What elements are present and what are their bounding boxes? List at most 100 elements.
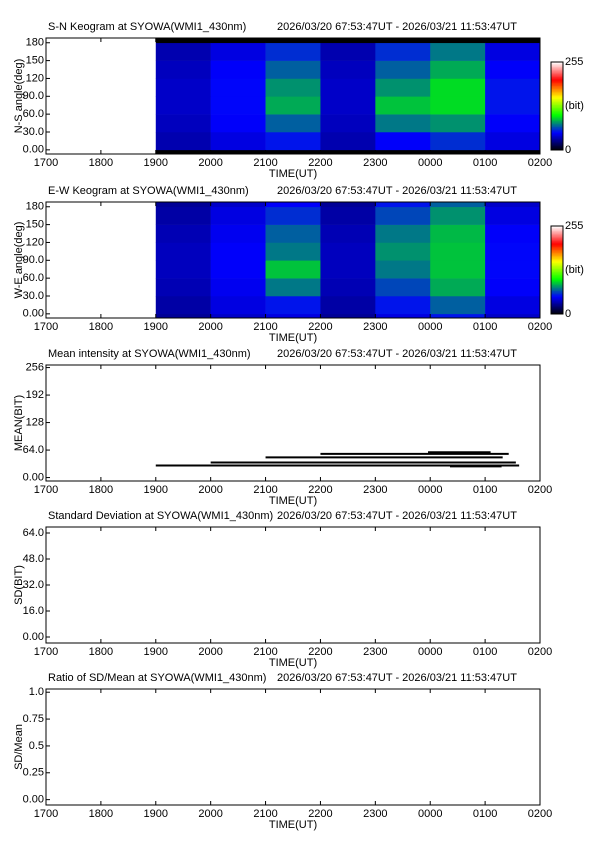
colorbar-step — [551, 101, 563, 104]
colorbar-step — [551, 233, 563, 236]
colorbar-step — [551, 91, 563, 94]
y-tick-label: 0.00 — [23, 144, 44, 156]
colorbar-step — [551, 280, 563, 283]
heatmap-cell — [375, 78, 431, 97]
colorbar-step — [551, 296, 563, 299]
x-tick-label: 2100 — [253, 808, 277, 820]
heatmap-cell — [485, 42, 541, 61]
colorbar-step — [551, 311, 563, 314]
x-tick-label: 2000 — [198, 321, 222, 333]
heatmap-cell — [210, 78, 266, 97]
x-tick-label: 2000 — [198, 808, 222, 820]
heatmap-cell — [320, 206, 376, 225]
x-tick-label: 2000 — [198, 646, 222, 658]
heatmap-cell — [155, 242, 211, 261]
panel-subtitle: 2026/03/20 67:53:47UT - 2026/03/21 11:53… — [277, 348, 517, 360]
colorbar-step — [551, 100, 563, 103]
colorbar-step — [551, 268, 563, 271]
heatmap-cell — [430, 114, 486, 133]
heatmap-cell — [430, 38, 486, 44]
x-tick-label: 1700 — [34, 321, 58, 333]
x-tick-label: 0100 — [473, 646, 497, 658]
colorbar-step — [551, 226, 563, 228]
heatmap-cell — [265, 295, 321, 315]
colorbar-step — [551, 70, 563, 73]
plot-frame — [45, 364, 541, 482]
x-axis-label: TIME(UT) — [269, 495, 317, 507]
panel-subtitle: 2026/03/20 67:53:47UT - 2026/03/21 11:53… — [277, 21, 517, 33]
y-tick-label: 0.5 — [29, 740, 44, 752]
colorbar-step — [551, 113, 563, 116]
x-tick-label: 1700 — [34, 646, 58, 658]
x-tick-label: 0000 — [418, 321, 442, 333]
heatmap-cell — [210, 96, 266, 115]
heatmap-cell — [485, 224, 541, 243]
colorbar-step — [551, 284, 563, 287]
colorbar-step — [551, 75, 563, 78]
x-tick-label: 0000 — [418, 157, 442, 169]
colorbar-step — [551, 85, 563, 88]
x-tick-label: 1900 — [144, 808, 168, 820]
colorbar-step — [551, 144, 563, 147]
heatmap-cell — [155, 206, 211, 225]
colorbar-step — [551, 250, 563, 253]
y-tick-label: 64.0 — [23, 527, 44, 539]
colorbar-step — [551, 86, 563, 89]
heatmap-cell — [320, 60, 376, 79]
colorbar-step — [551, 267, 563, 270]
heatmap-cell — [155, 38, 211, 44]
colorbar-step — [551, 270, 563, 272]
colorbar-step — [551, 145, 563, 148]
heatmap-cell — [320, 242, 376, 261]
heatmap-cell — [155, 260, 211, 279]
colorbar-step — [551, 116, 563, 119]
y-tick-label: 16.0 — [23, 605, 44, 617]
heatmap-cell — [320, 38, 376, 44]
heatmap-cell — [265, 60, 321, 79]
x-tick-label: 0100 — [473, 484, 497, 496]
x-tick-label: 1900 — [144, 157, 168, 169]
x-tick-label: 2300 — [363, 808, 387, 820]
colorbar-step — [551, 120, 563, 123]
y-tick-label: 1.0 — [29, 686, 44, 698]
colorbar-step — [551, 300, 563, 303]
heatmap-cell — [375, 114, 431, 133]
colorbar-step — [551, 95, 563, 98]
heatmap-cell — [375, 149, 431, 155]
x-tick-label: 0000 — [418, 646, 442, 658]
colorbar-step — [551, 249, 563, 252]
y-tick-label: 192 — [26, 389, 44, 401]
x-tick-label: 0000 — [418, 484, 442, 496]
colorbar-step — [551, 246, 563, 249]
heatmap-cell — [485, 96, 541, 115]
heatmap-cell — [155, 96, 211, 115]
colorbar-tick-label: 0 — [565, 308, 571, 320]
heatmap-cell — [430, 131, 486, 151]
colorbar-step — [551, 256, 563, 259]
x-tick-label: 2300 — [363, 646, 387, 658]
colorbar-step — [551, 129, 563, 132]
x-tick-label: 2000 — [198, 157, 222, 169]
heatmap-cell — [210, 42, 266, 61]
colorbar-step — [551, 72, 563, 75]
colorbar-step — [551, 237, 563, 240]
heatmap-cell — [155, 131, 211, 151]
colorbar-step — [551, 242, 563, 245]
colorbar-step — [551, 119, 563, 122]
x-axis-label: TIME(UT) — [269, 168, 317, 180]
colorbar-tick-label: 255 — [565, 56, 583, 68]
y-axis-label: SD/Mean — [13, 724, 25, 770]
heatmap-cell — [375, 260, 431, 279]
colorbar-step — [551, 98, 563, 101]
panel: S-N Keogram at SYOWA(WMI1_430nm) 2026/03/… — [13, 21, 584, 180]
heatmap-cell — [155, 224, 211, 243]
colorbar-step — [551, 275, 563, 278]
colorbar-frame — [550, 225, 564, 315]
heatmap-cell — [210, 313, 266, 319]
heatmap-cell — [155, 114, 211, 133]
y-tick-label: 60.0 — [23, 272, 44, 284]
colorbar-step — [551, 92, 563, 95]
heatmap-cell — [320, 202, 376, 208]
heatmap-cell — [210, 202, 266, 208]
heatmap-cell — [430, 96, 486, 115]
